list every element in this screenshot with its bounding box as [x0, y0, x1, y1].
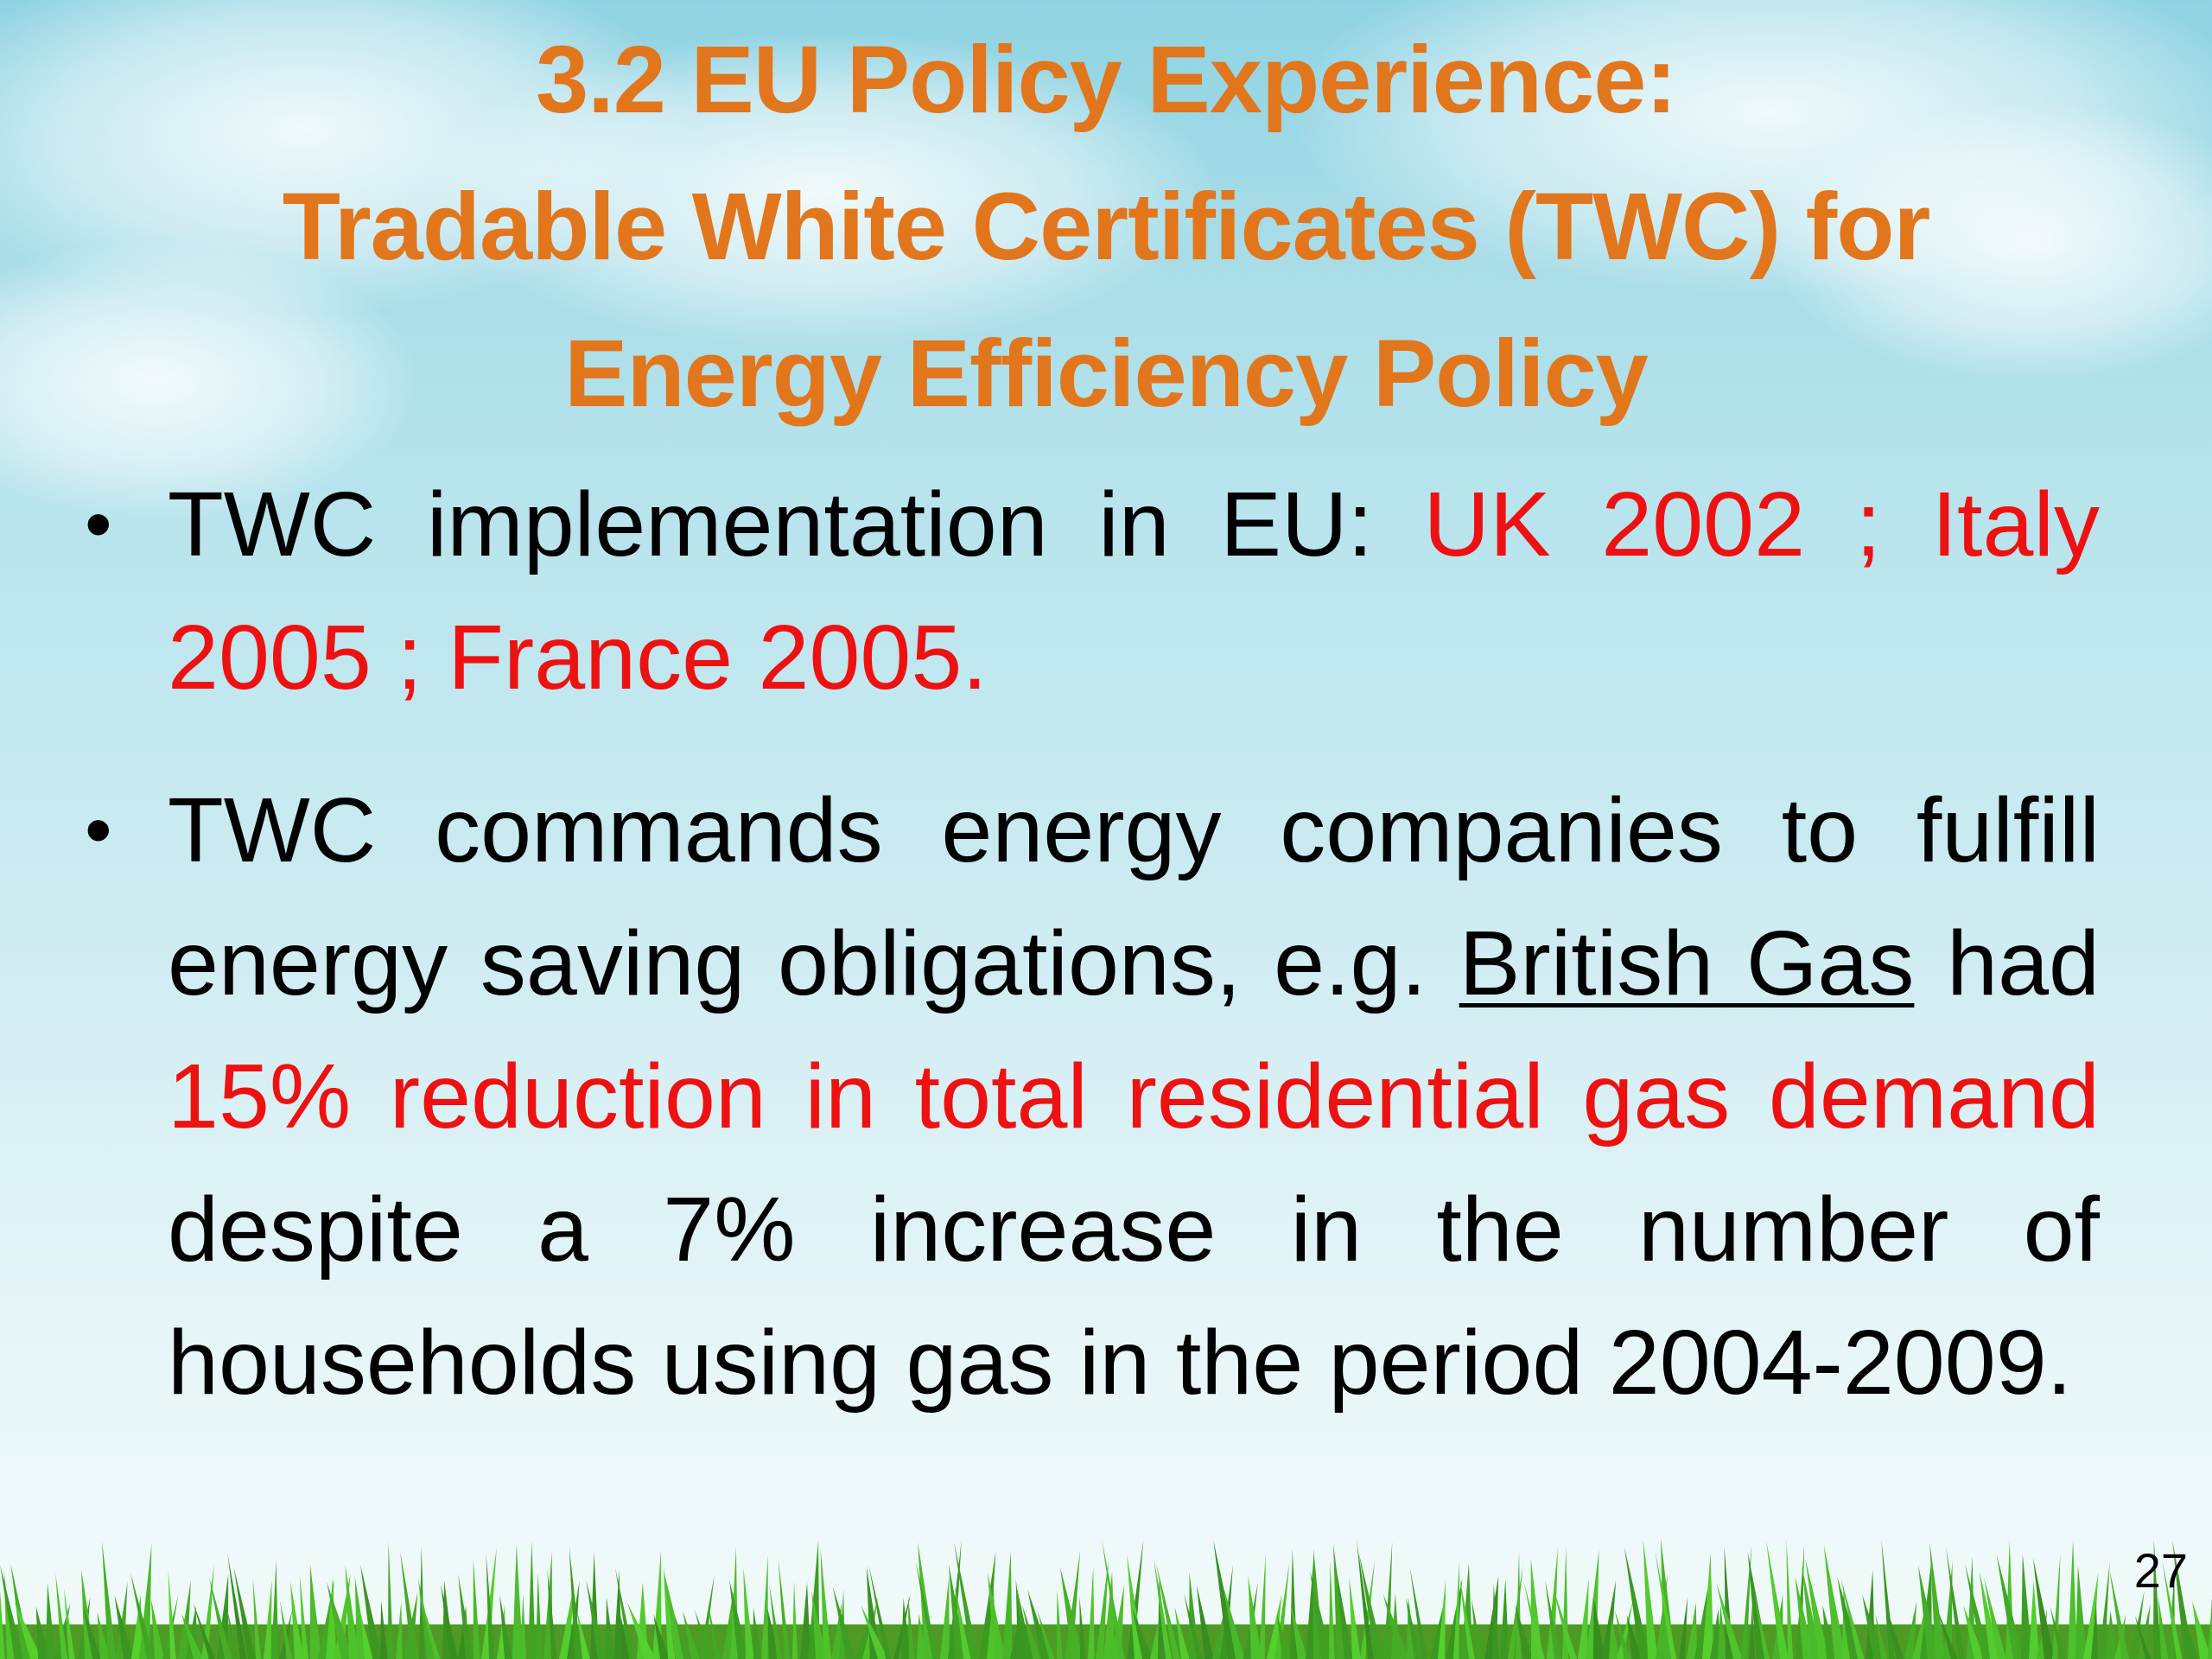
cloud-decoration: [1771, 104, 2212, 380]
title-line-1: 3.2 EU Policy Experience:: [535, 27, 1677, 133]
title-line-2: Tradable White Certificates (TWC) for: [282, 174, 1931, 280]
slide-body: • TWC implementation in EU: UK 2002 ; It…: [78, 458, 2100, 1429]
bullet-2-highlight: 15% reduction in total residential gas d…: [168, 1046, 2100, 1147]
bullet-2-underlined: British Gas: [1459, 912, 1915, 1014]
page-number: 27: [2133, 1543, 2188, 1598]
cloud-decoration: [432, 35, 1210, 346]
bullet-2-text-part1: TWC commands energy companies to fulfill…: [168, 779, 2100, 1014]
bullet-item-2: • TWC commands energy companies to fulfi…: [78, 764, 2100, 1429]
bullet-icon: •: [85, 481, 112, 568]
bullet-2-text-part2: had: [1914, 912, 2101, 1014]
bullet-icon: •: [85, 787, 112, 874]
cloud-decoration: [0, 242, 415, 518]
grass-decoration: [0, 1538, 2212, 1659]
bullet-1-text: TWC implementation in EU:: [168, 474, 1424, 575]
slide-title: 3.2 EU Policy Experience: Tradable White…: [104, 7, 2108, 448]
bullet-1-highlight: UK 2002 ; Italy 2005 ; France 2005.: [168, 474, 2101, 709]
title-line-3: Energy Efficiency Policy: [564, 321, 1649, 427]
bullet-2-text-part3: despite a 7% increase in the number of h…: [168, 1179, 2100, 1414]
bullet-item-1: • TWC implementation in EU: UK 2002 ; It…: [78, 458, 2100, 724]
